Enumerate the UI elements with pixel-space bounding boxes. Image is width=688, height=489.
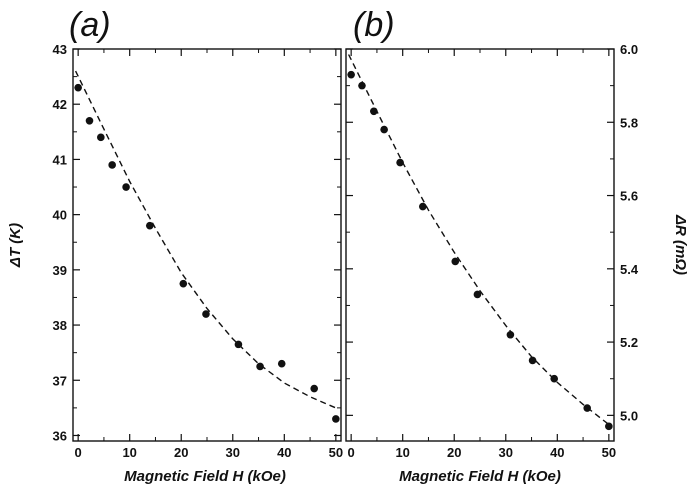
plot-frame — [345, 48, 615, 442]
x-tick-label: 50 — [329, 445, 343, 460]
data-point — [396, 158, 404, 167]
x-tick-label: 30 — [499, 445, 513, 460]
x-tick-label: 0 — [75, 445, 82, 460]
data-point — [451, 257, 460, 266]
data-point — [332, 415, 340, 423]
data-point — [108, 161, 116, 169]
y-tick-label: 43 — [53, 42, 67, 57]
y-tick-label: 42 — [53, 97, 67, 112]
y-tick-label: 5.6 — [620, 189, 638, 204]
data-point — [179, 279, 188, 288]
panel-label: (b) — [353, 6, 395, 44]
data-point — [473, 290, 482, 299]
data-point — [310, 384, 319, 393]
y-tick-label: 40 — [53, 208, 67, 223]
x-tick-label: 40 — [277, 445, 291, 460]
data-point — [605, 422, 613, 431]
data-point — [122, 183, 130, 191]
data-point — [97, 133, 105, 142]
data-point — [347, 70, 355, 79]
y-tick-label: 5.0 — [620, 408, 638, 423]
data-point — [277, 359, 286, 368]
x-tick-label: 40 — [550, 445, 564, 460]
x-tick-label: 20 — [174, 445, 188, 460]
x-tick-label: 20 — [447, 445, 461, 460]
x-tick-label: 50 — [602, 445, 616, 460]
data-point — [202, 310, 210, 318]
y-axis-title: ΔT (K) — [7, 223, 24, 268]
data-point — [418, 202, 427, 211]
data-point — [380, 125, 388, 134]
fit-curve-dashed — [74, 70, 337, 409]
x-axis-title: Magnetic Field H (kOe) — [399, 468, 561, 485]
y-tick-label: 5.4 — [620, 262, 639, 277]
x-tick-label: 10 — [395, 445, 409, 460]
y-axis-title: ΔR (mΩ) — [672, 214, 688, 275]
x-tick-label: 0 — [348, 445, 355, 460]
y-tick-label: 36 — [53, 428, 67, 443]
y-tick-label: 39 — [53, 263, 67, 278]
y-tick-label: 41 — [53, 152, 67, 167]
x-tick-label: 30 — [226, 445, 240, 460]
panel-a: 0 10 20 30 40 50 36 37 38 39 40 41 42 43 Magnetic Fiel… — [7, 6, 343, 485]
y-tick-label: 37 — [53, 373, 67, 388]
fit-curve-dashed — [347, 54, 610, 426]
data-point — [85, 116, 94, 125]
y-tick-label: 5.2 — [620, 335, 638, 350]
data-point — [256, 362, 264, 371]
x-axis-title: Magnetic Field H (kOe) — [124, 468, 286, 485]
y-tick-label: 6.0 — [620, 42, 638, 57]
panel-b: 0 10 20 30 40 50 5.0 5.2 5.4 5.6 5.8 6.0 Magnetic Fi… — [345, 6, 688, 485]
data-point — [145, 221, 154, 230]
panel-label: (a) — [69, 6, 111, 44]
y-tick-label: 38 — [53, 318, 67, 333]
data-point — [528, 356, 537, 365]
plot-frame — [72, 48, 342, 442]
x-tick-label: 10 — [122, 445, 136, 460]
y-tick-label: 5.8 — [620, 115, 638, 130]
data-point — [74, 83, 82, 92]
